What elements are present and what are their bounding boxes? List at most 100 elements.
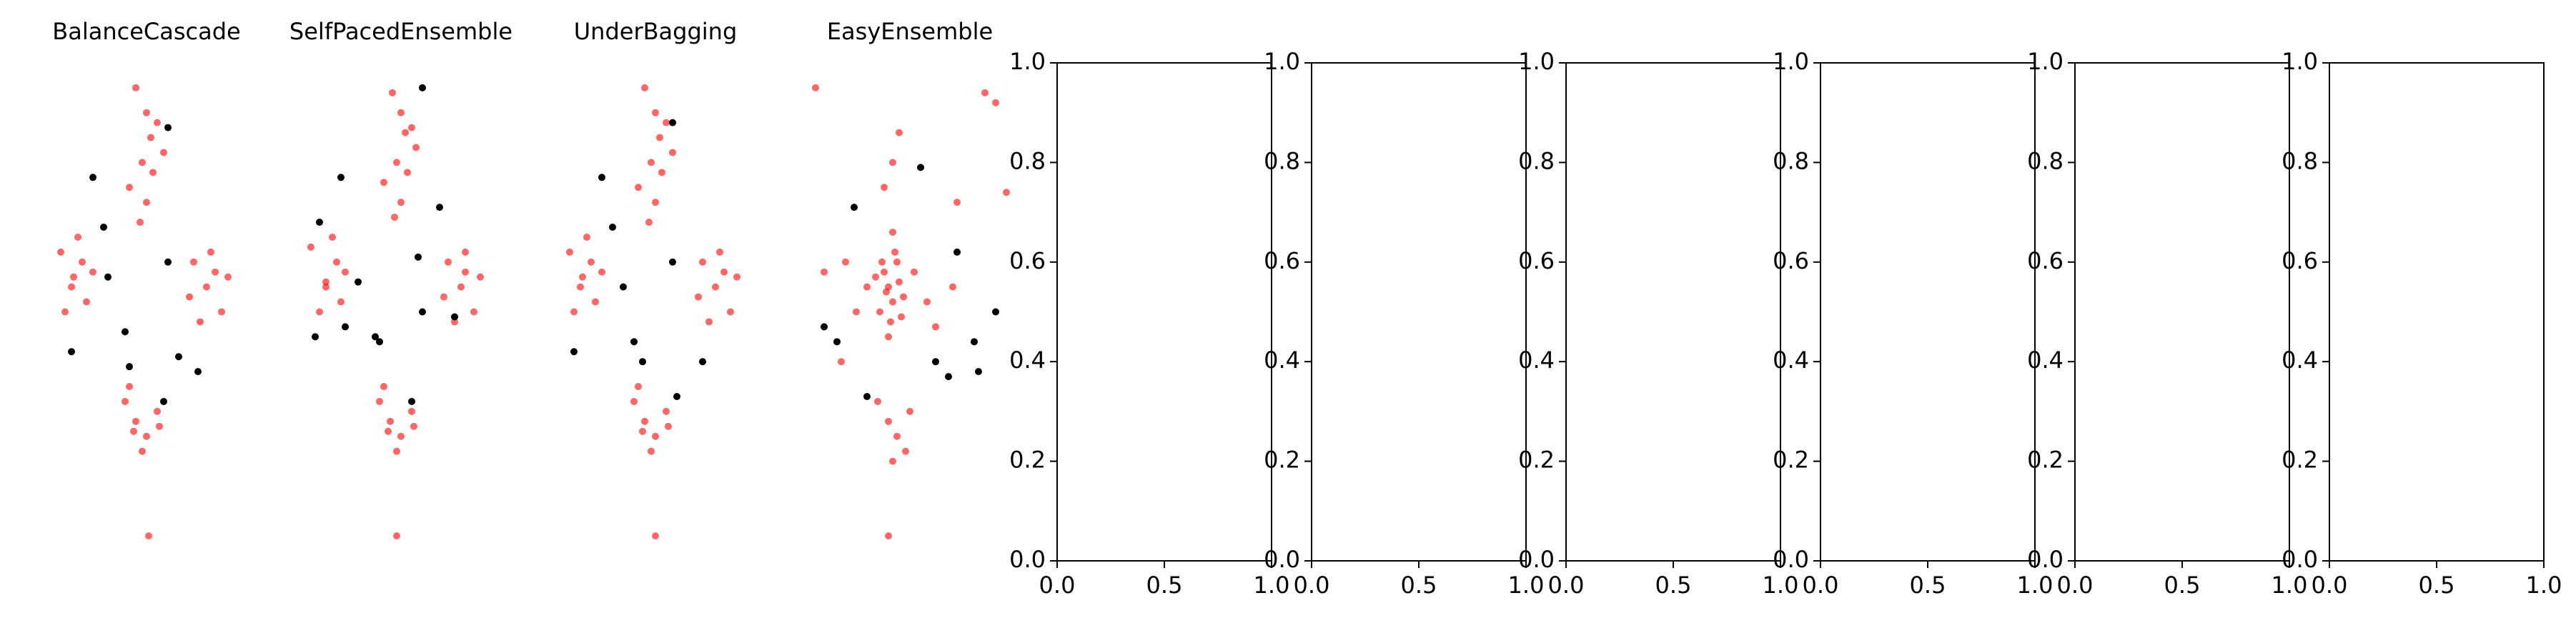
point	[457, 283, 465, 291]
x-tick-label: 1.0	[1763, 572, 1799, 599]
x-tick-label: 0.0	[2312, 572, 2348, 599]
point	[164, 124, 172, 131]
point	[566, 248, 573, 256]
point	[143, 432, 150, 440]
x-tick-label: 0.5	[2419, 572, 2455, 599]
y-tick-label: 0.6	[2027, 247, 2064, 274]
point	[68, 283, 75, 291]
point	[663, 407, 670, 415]
y-tick-label: 0.6	[1773, 247, 1809, 274]
point	[716, 248, 723, 256]
point	[126, 363, 133, 371]
point	[932, 358, 939, 366]
point	[393, 447, 400, 455]
point	[404, 169, 411, 176]
point	[224, 273, 232, 281]
point	[385, 427, 392, 435]
y-tick-label: 0.2	[1264, 447, 1300, 474]
point	[992, 99, 999, 106]
point	[665, 422, 672, 430]
y-tick-label: 0.0	[2027, 546, 2064, 573]
y-tick-label: 0.2	[1773, 447, 1809, 474]
point	[380, 179, 387, 186]
point	[648, 159, 655, 166]
point	[641, 417, 648, 425]
point	[160, 149, 167, 156]
point	[889, 228, 896, 236]
point	[570, 348, 578, 356]
x-tick-label: 0.5	[1146, 572, 1183, 599]
point	[699, 258, 706, 266]
y-tick-label: 0.2	[2282, 447, 2318, 474]
point	[635, 383, 642, 391]
point	[130, 427, 137, 435]
point	[669, 258, 676, 266]
point	[885, 417, 892, 425]
point	[470, 308, 477, 316]
axes-frame	[1311, 62, 1527, 562]
point	[906, 407, 913, 415]
point	[881, 268, 888, 276]
point	[337, 298, 345, 306]
point	[842, 258, 849, 266]
x-tick-label: 1.0	[2017, 572, 2054, 599]
point	[733, 273, 740, 281]
x-tick-label: 0.0	[1294, 572, 1330, 599]
point	[203, 283, 210, 291]
y-tick-label: 1.0	[1518, 48, 1555, 75]
y-tick-label: 0.0	[2282, 546, 2318, 573]
point	[175, 353, 182, 361]
point	[376, 338, 383, 346]
point	[126, 184, 133, 191]
x-tick-label: 0.0	[1039, 572, 1076, 599]
point	[212, 268, 219, 276]
panel-title: EasyEnsemble	[827, 18, 993, 45]
point	[397, 432, 405, 440]
x-tick-label: 0.5	[2164, 572, 2201, 599]
point	[885, 532, 892, 540]
point	[312, 333, 319, 341]
point	[408, 407, 415, 415]
point	[953, 248, 961, 256]
point	[408, 124, 415, 131]
point	[419, 84, 426, 91]
point	[577, 283, 584, 291]
point	[975, 368, 982, 376]
point	[592, 298, 599, 306]
point	[893, 432, 901, 440]
point	[57, 248, 64, 256]
point	[885, 333, 892, 341]
point	[137, 219, 144, 226]
point	[462, 248, 469, 256]
point	[658, 169, 665, 176]
point	[408, 397, 415, 405]
point	[630, 397, 638, 405]
y-tick-label: 0.8	[1518, 147, 1555, 174]
point	[705, 318, 713, 326]
point	[953, 199, 961, 206]
point	[652, 532, 659, 540]
point	[923, 298, 931, 306]
axes-frame	[2074, 62, 2290, 562]
point	[342, 268, 349, 276]
point	[89, 268, 96, 276]
point	[898, 313, 905, 321]
point	[322, 278, 330, 286]
point	[194, 368, 202, 376]
point	[863, 392, 871, 400]
point	[104, 273, 112, 281]
y-tick-label: 0.8	[1009, 147, 1046, 174]
point	[156, 422, 163, 430]
y-tick-label: 1.0	[2282, 48, 2318, 75]
point	[160, 397, 167, 405]
point	[598, 174, 605, 181]
y-tick-label: 0.4	[1518, 347, 1555, 374]
x-tick-label: 0.5	[1655, 572, 1692, 599]
point	[639, 358, 646, 366]
point	[410, 422, 417, 430]
point	[652, 109, 659, 116]
point	[652, 199, 659, 206]
point	[992, 308, 999, 316]
point	[579, 273, 586, 281]
